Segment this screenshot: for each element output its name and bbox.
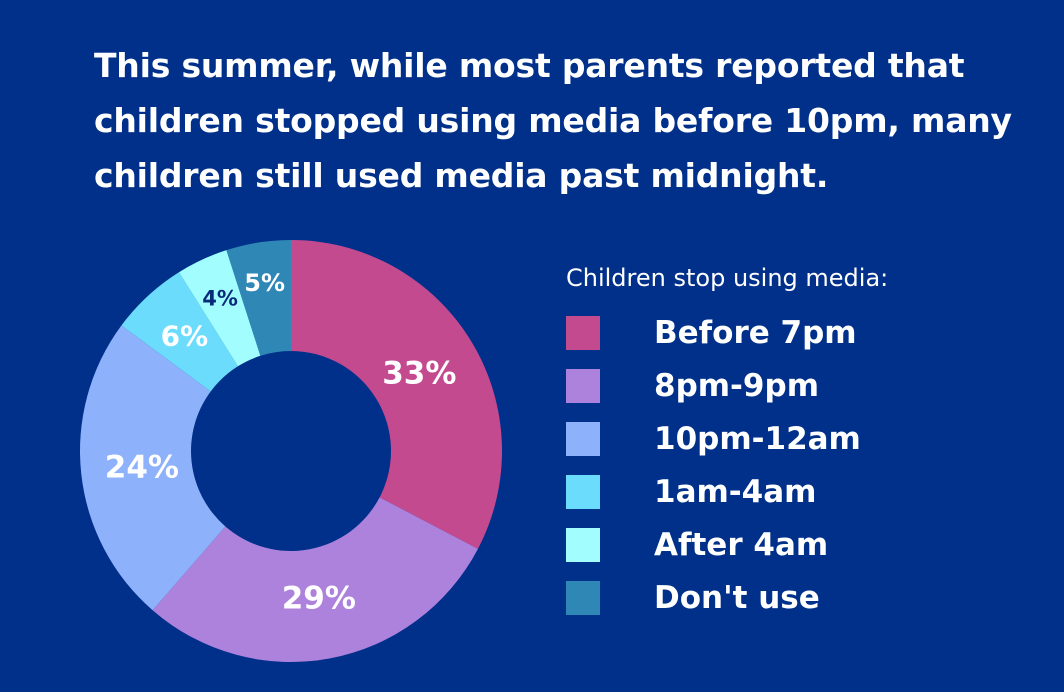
legend-swatch xyxy=(566,580,600,615)
donut-slice-before-7pm xyxy=(291,240,502,549)
legend-swatch xyxy=(566,368,600,403)
legend-swatch xyxy=(566,421,600,456)
legend-label: 8pm-9pm xyxy=(654,367,819,404)
legend-label: 1am-4am xyxy=(654,473,817,510)
legend-item-1am-4am: 1am-4am xyxy=(566,465,888,518)
donut-slice-after-4am xyxy=(178,250,261,367)
slice-label-1am-4am: 6% xyxy=(161,319,209,352)
donut-slice-1am-4am xyxy=(121,272,238,392)
legend-swatch xyxy=(566,315,600,350)
donut-slice-8pm-9pm xyxy=(152,497,478,662)
slice-label-10pm-12am: 24% xyxy=(105,449,179,485)
legend-title: Children stop using media: xyxy=(566,264,889,292)
legend-label: Before 7pm xyxy=(654,314,857,351)
legend-item-8pm-9pm: 8pm-9pm xyxy=(566,359,888,412)
slice-label-after-4am: 4% xyxy=(202,287,238,311)
legend-label: Don't use xyxy=(654,579,820,616)
legend-label: 10pm-12am xyxy=(654,420,861,457)
slice-label-don-t-use: 5% xyxy=(244,269,285,297)
legend-item-10pm-12am: 10pm-12am xyxy=(566,412,888,465)
legend: Children stop using media: Before 7pm 8pm… xyxy=(566,262,888,624)
legend-swatch xyxy=(566,527,600,562)
legend-item-don-t-use: Don't use xyxy=(566,571,888,624)
chart-title: This summer, while most parents reported… xyxy=(94,46,1012,195)
legend-swatch xyxy=(566,474,600,509)
slice-label-8pm-9pm: 29% xyxy=(282,580,356,616)
slice-label-before-7pm: 33% xyxy=(382,355,456,391)
legend-item-after-4am: After 4am xyxy=(566,518,888,571)
legend-item-before-7pm: Before 7pm xyxy=(566,306,888,359)
legend-list: Before 7pm 8pm-9pm 10pm-12am 1am-4am After 4… xyxy=(566,306,888,624)
legend-label: After 4am xyxy=(654,526,829,563)
donut-slice-10pm-12am xyxy=(80,325,226,611)
donut-slice-don-t-use xyxy=(226,240,291,356)
